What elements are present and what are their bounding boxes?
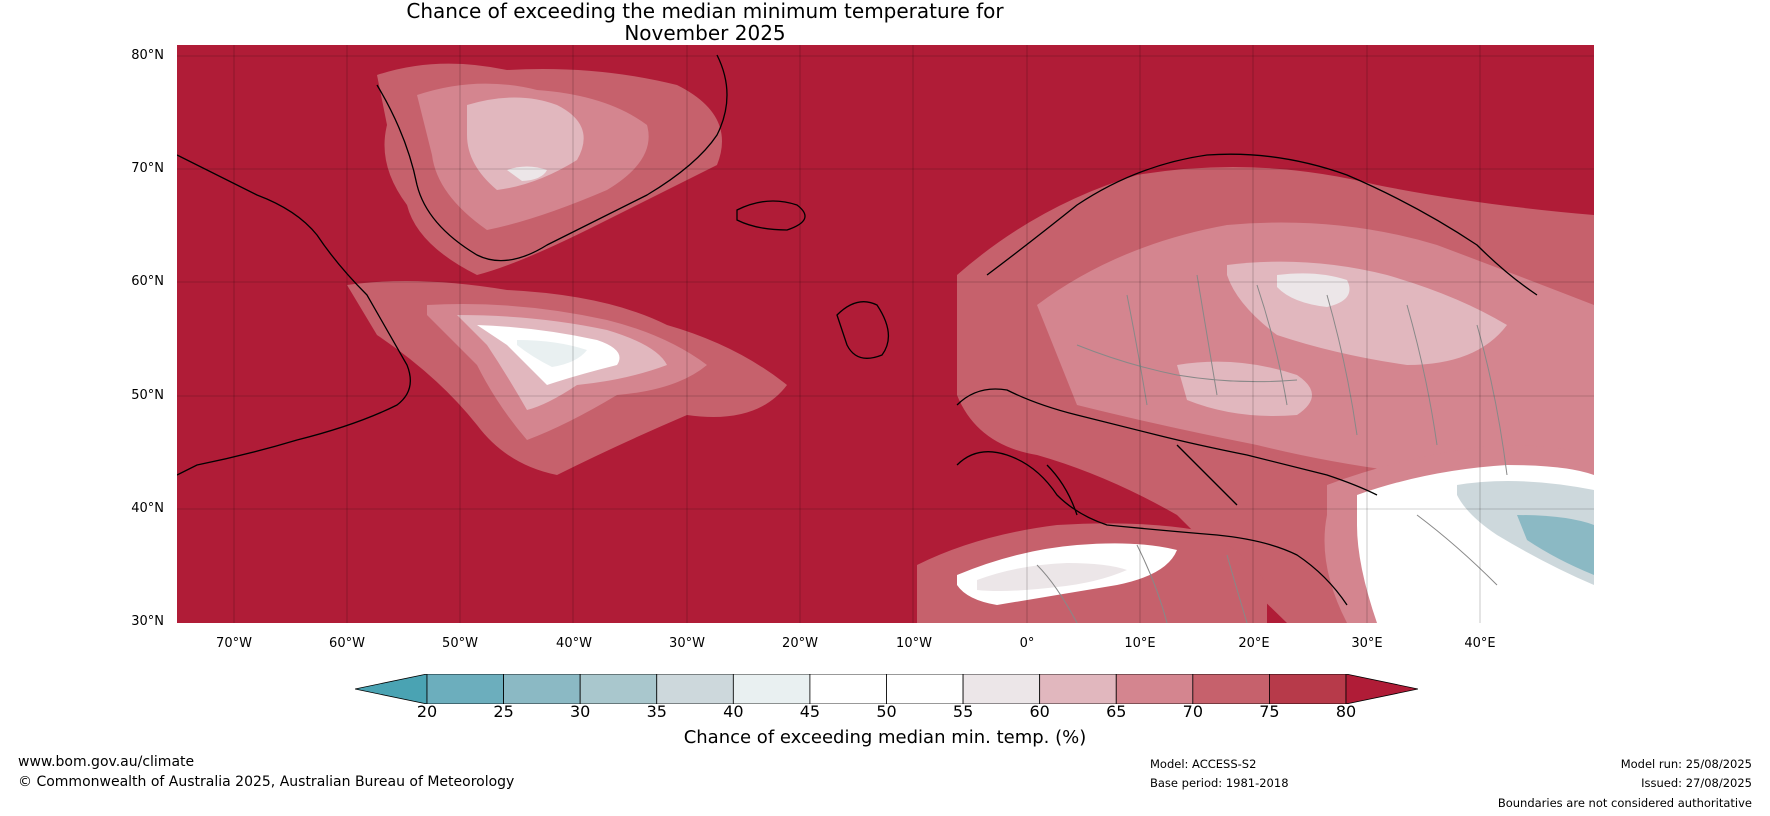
middle-east-region [1324,445,1594,623]
lon-label-20w: 20°W [782,636,818,651]
footer-issued: Issued: 27/08/2025 [1641,776,1752,790]
colorbar-tick-label: 60 [1029,702,1050,721]
greenland-region [377,63,722,275]
colorbar-swatch [1192,673,1270,705]
colorbar-tick-label: 45 [799,702,821,721]
colorbar-swatch [579,673,658,705]
colorbar-swatch [1269,673,1347,705]
colorbar-tick-label: 50 [876,702,897,721]
lat-label-60n: 60°N [131,274,164,289]
lon-label-40e: 40°E [1464,636,1496,651]
colorbar-tick-label: 65 [1106,702,1127,721]
lat-label-80n: 80°N [131,48,164,63]
lon-label-60w: 60°W [329,636,365,651]
coastlines [177,54,1538,606]
lat-label-50n: 50°N [131,388,164,403]
colorbar-swatch [732,673,811,705]
colorbar-swatch [1115,673,1194,705]
lon-label-10w: 10°W [896,636,932,651]
lat-label-30n: 30°N [131,614,164,629]
footer-disclaimer: Boundaries are not considered authoritat… [1497,796,1752,810]
lon-label-20e: 20°E [1238,636,1270,651]
colorbar-extend-high [1345,673,1419,705]
colorbar-swatch [426,673,504,705]
colorbar-tick-label: 75 [1259,702,1280,721]
colorbar-extend-low [354,673,428,705]
colorbar-tick-label: 25 [493,702,514,721]
footer-base-period: Base period: 1981-2018 [1150,776,1289,790]
colorbar-swatches [354,673,1419,705]
colorbar [354,673,1419,705]
colorbar-tick-label: 80 [1335,702,1357,721]
north-africa-region [917,523,1267,623]
colorbar-tick-label: 55 [952,702,974,721]
country-borders [1036,274,1508,623]
colorbar-tick-label: 20 [416,702,438,721]
colorbar-swatch [886,673,964,705]
lat-label-40n: 40°N [131,501,164,516]
forecast-map [177,45,1594,623]
colorbar-swatch [656,673,734,705]
colorbar-tick-label: 40 [723,702,744,721]
lat-label-70n: 70°N [131,161,164,176]
colorbar-label: Chance of exceeding median min. temp. (%… [683,727,1087,748]
footer-website: www.bom.gov.au/climate [18,754,195,770]
title-line-2: November 2025 [624,21,786,45]
lon-label-30e: 30°E [1351,636,1383,651]
colorbar-swatch [503,673,581,705]
lon-label-10e: 10°E [1124,636,1156,651]
colorbar-swatch [962,673,1041,705]
colorbar-tick-label: 70 [1182,702,1204,721]
title-line-1: Chance of exceeding the median minimum t… [406,0,1004,23]
colorbar-swatch [809,673,887,705]
colorbar-tick-label: 35 [646,702,667,721]
graticule [177,45,1594,623]
lon-label-70w: 70°W [216,636,252,651]
atlantic-region [347,281,787,475]
colorbar-tick-label: 30 [569,702,591,721]
lon-label-30w: 30°W [669,636,705,651]
lon-label-0: 0° [1019,636,1035,651]
lon-label-40w: 40°W [556,636,592,651]
footer-model-run: Model run: 25/08/2025 [1620,757,1752,771]
footer-model: Model: ACCESS-S2 [1150,757,1257,771]
colorbar-swatch [1039,673,1117,705]
footer-copyright: © Commonwealth of Australia 2025, Austra… [18,774,515,790]
map-canvas [177,45,1594,623]
lon-label-50w: 50°W [442,636,478,651]
